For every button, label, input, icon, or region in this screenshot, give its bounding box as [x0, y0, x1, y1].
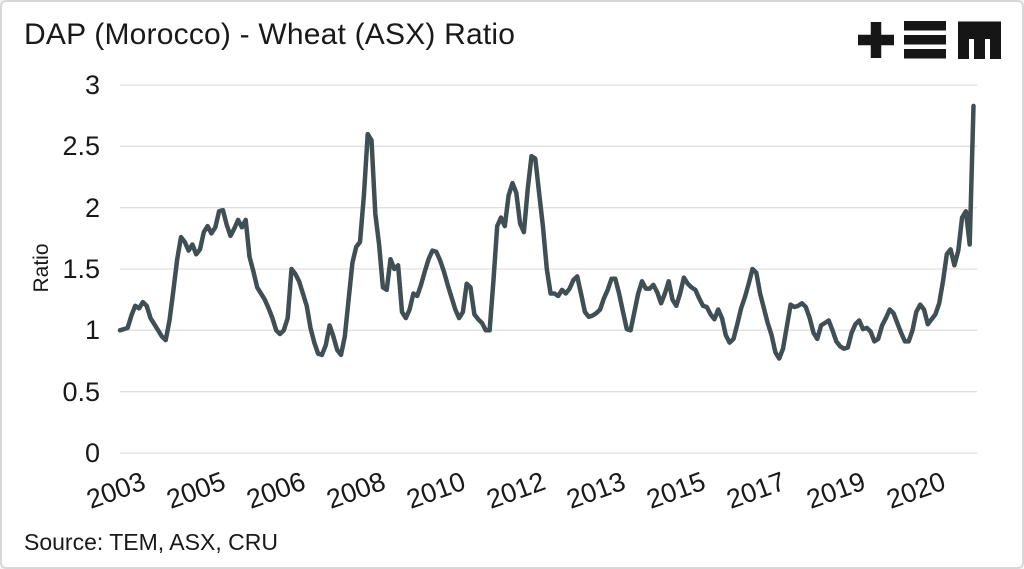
- tem-logo: [858, 21, 1001, 59]
- ratio-line-series: [117, 103, 976, 361]
- page-title: DAP (Morocco) - Wheat (ASX) Ratio: [24, 18, 516, 51]
- y-tick-label: 1.5: [62, 254, 100, 284]
- triple-bar-icon: [904, 21, 946, 59]
- y-tick-label: 0.5: [62, 376, 100, 407]
- letter-m-icon: [958, 21, 1001, 59]
- y-tick-label: 1: [84, 315, 100, 346]
- y-tick-label: 2.5: [62, 131, 100, 162]
- y-tick-label: 0: [84, 438, 100, 468]
- y-tick-label: 2: [84, 192, 100, 223]
- plus-icon: [858, 22, 894, 58]
- source-note: Source: TEM, ASX, CRU: [24, 529, 278, 555]
- y-tick-label: 3: [84, 70, 100, 100]
